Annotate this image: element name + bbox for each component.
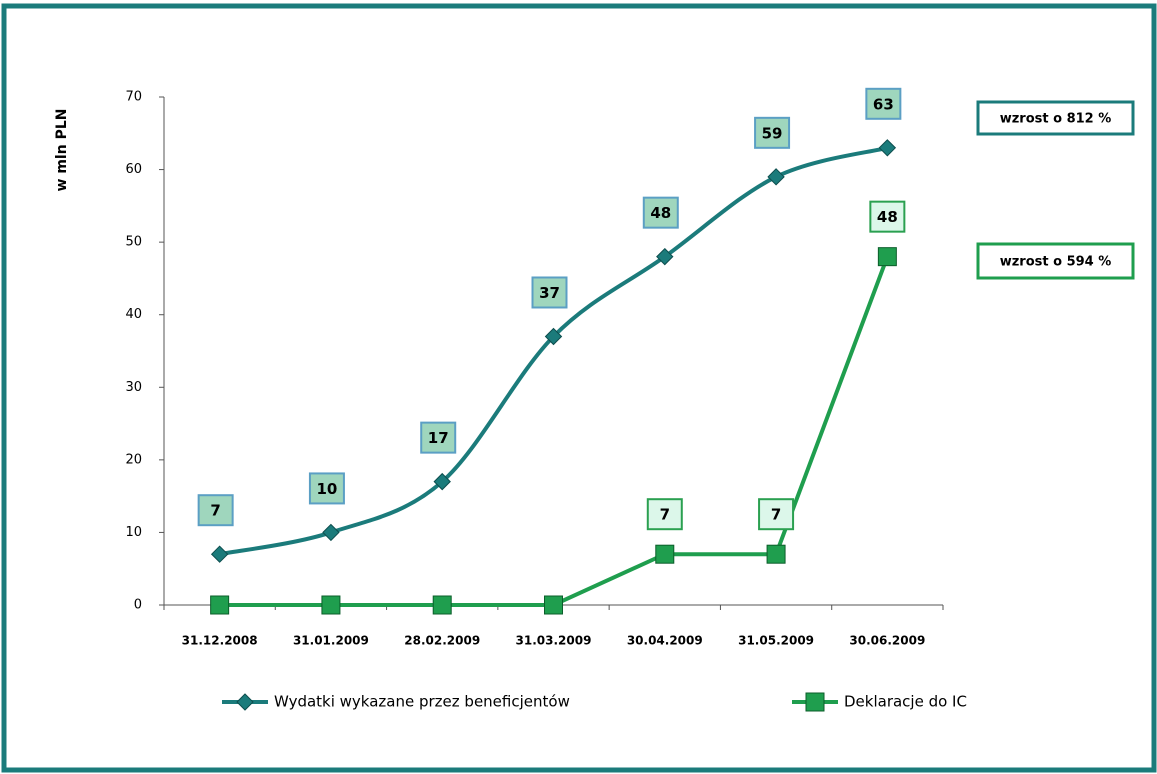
data-label: 37 (539, 284, 560, 302)
y-tick-label: 50 (125, 235, 142, 250)
data-label-box (308, 472, 345, 505)
data-label: 7 (210, 502, 220, 520)
annotation: wzrost o 594 % (1000, 255, 1112, 270)
x-tick-label: 30.04.2009 (627, 634, 703, 648)
marker (877, 247, 897, 267)
x-tick-label: 31.01.2009 (293, 634, 369, 648)
marker (767, 168, 785, 186)
marker (433, 472, 451, 491)
data-label: 17 (428, 429, 449, 447)
data-label: 7 (771, 506, 781, 524)
data-label-box (642, 196, 679, 229)
x-tick-label: 31.03.2009 (516, 634, 592, 648)
legend-marker (236, 693, 254, 711)
data-label-box (531, 276, 568, 309)
data-label: 7 (660, 506, 670, 524)
marker (655, 544, 675, 564)
marker (210, 595, 230, 615)
marker (766, 544, 786, 564)
marker (544, 595, 563, 615)
data-label: 59 (762, 124, 783, 142)
legend-label: Deklaracje do IC (844, 693, 967, 711)
data-label: 10 (316, 480, 337, 498)
y-axis-label: w mln PLN (54, 109, 70, 192)
x-tick-label: 30.06.2009 (849, 634, 925, 648)
x-tick-label: 31.12.2008 (182, 634, 258, 648)
marker (656, 247, 674, 266)
y-tick-label: 30 (125, 380, 142, 395)
marker (544, 327, 563, 346)
data-label: 48 (877, 208, 898, 226)
x-tick-label: 31.05.2009 (738, 634, 814, 648)
y-tick-label: 0 (134, 598, 142, 613)
data-label-box (754, 116, 791, 149)
marker (321, 595, 341, 615)
annotation-box (976, 100, 1135, 136)
legend-marker (805, 692, 825, 712)
annotation: wzrost o 812 % (1000, 112, 1112, 127)
data-label-box (758, 498, 795, 531)
data-label-box (865, 87, 902, 120)
marker (878, 139, 897, 157)
data-label-box (197, 494, 234, 527)
data-label-box (869, 200, 906, 233)
y-tick-label: 20 (125, 452, 142, 467)
data-label: 48 (650, 204, 671, 222)
marker (322, 523, 340, 542)
y-tick-label: 60 (125, 162, 142, 177)
data-label-box (420, 421, 457, 454)
marker (432, 595, 452, 615)
data-label-box (646, 498, 683, 531)
y-tick-label: 10 (125, 525, 142, 540)
marker (210, 545, 229, 563)
annotation-box (976, 242, 1135, 280)
data-label: 63 (873, 95, 894, 113)
frame (1, 3, 1157, 773)
x-tick-label: 28.02.2009 (404, 634, 480, 648)
legend-label: Wydatki wykazane przez beneficjentów (274, 693, 570, 711)
y-tick-label: 70 (125, 90, 142, 105)
y-tick-label: 40 (125, 307, 142, 322)
